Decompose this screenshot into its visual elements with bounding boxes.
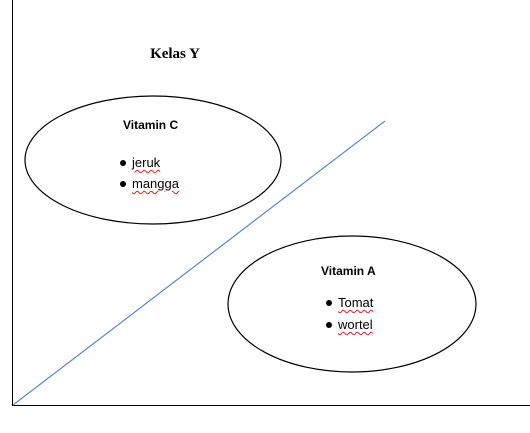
list-item-wortel: wortel [326,317,373,332]
bullet-icon [120,159,126,166]
group-heading-vitamin-a: Vitamin A [321,264,376,278]
divider-line [12,120,386,406]
bullet-icon [326,321,332,328]
list-item-mangga: mangga [120,176,179,191]
vitamin-c-ellipse [24,95,282,225]
vitamin-a-ellipse [227,235,477,373]
list-item-tomat: Tomat [326,295,373,310]
group-heading-vitamin-c: Vitamin C [123,118,179,132]
list-item-jeruk: jeruk [120,155,160,170]
bullet-icon [120,180,126,187]
diagram-title: Kelas Y [150,46,200,62]
bullet-icon [326,299,332,306]
